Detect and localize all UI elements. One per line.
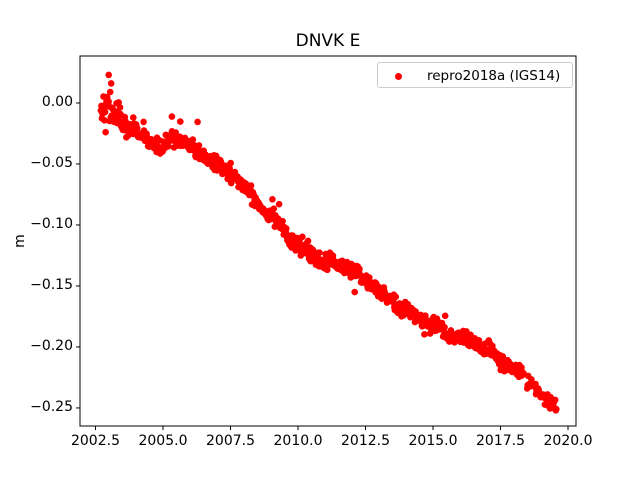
data-point bbox=[392, 293, 400, 301]
data-point bbox=[101, 117, 108, 124]
scatter-series bbox=[97, 71, 560, 414]
outlier-point bbox=[107, 80, 115, 87]
x-tick-label: 2017.5 bbox=[476, 433, 525, 449]
data-point bbox=[270, 205, 278, 212]
legend-label: repro2018a (IGS14) bbox=[427, 68, 561, 84]
x-tick-label: 2002.5 bbox=[70, 433, 120, 449]
x-tick-label: 2020.0 bbox=[543, 433, 593, 449]
y-tick-label: −0.10 bbox=[30, 216, 73, 233]
outlier-point bbox=[168, 113, 176, 120]
data-point bbox=[101, 108, 109, 116]
y-tick-label: −0.20 bbox=[30, 338, 73, 355]
data-point bbox=[227, 159, 234, 167]
x-tick-label: 2010.0 bbox=[273, 433, 323, 449]
axis-ticks bbox=[76, 102, 569, 430]
outlier-point bbox=[105, 71, 112, 79]
outlier-point bbox=[115, 99, 122, 106]
y-tick-label: −0.05 bbox=[30, 155, 73, 172]
x-tick-label: 2012.5 bbox=[341, 433, 390, 449]
data-point bbox=[324, 266, 331, 274]
data-point bbox=[553, 405, 560, 413]
data-point bbox=[165, 143, 172, 150]
plot-frame bbox=[79, 55, 577, 427]
data-point bbox=[279, 217, 286, 225]
data-point bbox=[105, 98, 112, 106]
data-point bbox=[421, 331, 428, 338]
data-point bbox=[116, 104, 124, 111]
outlier-point bbox=[140, 118, 147, 126]
outlier-point bbox=[130, 114, 137, 121]
legend: repro2018a (IGS14) bbox=[377, 62, 573, 88]
data-point bbox=[247, 182, 255, 189]
outlier-point bbox=[177, 118, 184, 125]
y-tick-label: −0.15 bbox=[30, 277, 73, 294]
data-point bbox=[356, 265, 363, 273]
outlier-point bbox=[194, 118, 201, 126]
chart-title: DNVK E bbox=[295, 31, 361, 51]
data-point bbox=[102, 128, 109, 136]
outlier-point bbox=[347, 274, 355, 281]
outlier-point bbox=[275, 200, 283, 208]
outlier-point bbox=[351, 288, 359, 296]
data-point bbox=[299, 233, 306, 241]
y-tick-label: −0.25 bbox=[30, 399, 73, 416]
data-point bbox=[226, 165, 233, 172]
data-point bbox=[106, 88, 114, 96]
outlier-point bbox=[441, 312, 449, 320]
data-point bbox=[304, 237, 312, 245]
x-tick-label: 2005.0 bbox=[138, 433, 188, 449]
legend-marker-dot bbox=[395, 73, 402, 80]
x-tick-label: 2007.5 bbox=[206, 433, 255, 449]
y-tick-label: 0.00 bbox=[41, 94, 73, 111]
data-point bbox=[441, 324, 448, 331]
data-point bbox=[189, 136, 197, 143]
data-point bbox=[195, 142, 203, 149]
data-point bbox=[316, 249, 323, 256]
data-point bbox=[283, 225, 290, 232]
outlier-point bbox=[269, 196, 276, 203]
data-point bbox=[551, 396, 559, 404]
data-point bbox=[133, 124, 141, 132]
data-point bbox=[528, 376, 535, 383]
x-tick-label: 2015.0 bbox=[408, 433, 458, 449]
